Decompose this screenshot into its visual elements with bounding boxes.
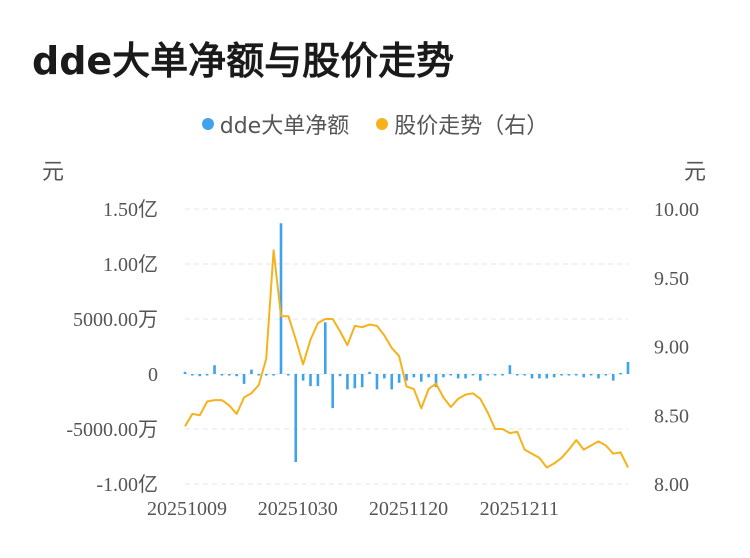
x-tick-label: 20251030 [258,498,338,520]
dde-bar [545,374,549,379]
dde-bar [427,374,430,378]
dde-bar [582,374,585,378]
dde-bar [501,374,504,376]
legend-item-price[interactable]: 股价走势（右） [376,108,548,140]
legend-dot-dde-icon [201,118,214,130]
y-left-tick-label: 0 [148,364,158,386]
dde-bar [405,374,408,381]
y-left-unit: 元 [42,160,65,185]
dde-bar [242,374,246,384]
legend-label-price: 股价走势（右） [394,114,549,139]
dde-bar [235,374,238,377]
y-right-unit: 元 [684,160,707,185]
dde-bar [390,374,394,390]
dde-bar [597,374,600,379]
x-tick-label: 20251211 [480,498,559,520]
dde-bar [257,374,261,376]
dde-bar [538,374,541,379]
y-right-tick-label: 8.50 [654,405,689,427]
dde-bar [523,374,526,376]
dde-bar [575,374,578,376]
dde-bar [530,374,534,379]
x-tick-label: 20251120 [369,498,448,520]
dde-bar [560,374,563,376]
y-right-tick-label: 8.00 [654,474,689,496]
dde-bar [205,374,209,376]
dde-bar [309,374,312,387]
dde-bar [375,374,379,390]
dde-bar [264,374,268,376]
price-line [184,249,629,469]
y-left-tick-label: 1.50亿 [103,198,158,221]
dde-bar [419,374,423,382]
dde-bar [346,374,349,390]
y-right-tick-label: 10.00 [654,199,699,221]
y-right-tick-label: 9.50 [654,268,689,290]
x-tick-label: 20251009 [147,498,227,520]
dde-bar [198,374,202,377]
dde-bar [412,374,416,378]
dde-bar [434,374,438,388]
legend-dot-price-icon [376,118,389,130]
dde-bar [464,374,467,379]
chart-title: dde大单净额与股价走势 [32,39,455,83]
dde-bar [515,374,519,376]
y-left-tick-label: -1.00亿 [96,473,158,496]
dde-bar [486,374,490,376]
dde-bar [323,322,327,374]
y-left-tick-label: 1.00亿 [103,253,158,276]
dde-bar [368,371,371,374]
y-left-tick-label: 5000.00万 [73,309,158,331]
dde-bar [611,374,615,381]
dde-bar [493,374,497,376]
dde-bar [250,369,253,374]
dde-bar [552,374,556,378]
legend-label-dde: dde大单净额 [219,114,350,139]
dde-bar [479,374,482,381]
dde-bar [567,374,571,376]
dde-bar [220,374,224,376]
dde-bar [316,374,320,387]
dde-bar [228,374,231,376]
dde-bar [442,374,445,378]
dde-bar [272,374,275,376]
dde-bar [456,374,460,379]
dde-bar [191,374,194,376]
dde-bar [213,365,216,374]
dde-bar [301,374,305,381]
dde-bar [360,374,364,388]
dde-bar [508,365,512,374]
dde-bar [619,372,622,375]
dde-bar [383,374,386,379]
dde-bar [183,371,187,374]
dde-bar [626,361,630,374]
legend: dde大单净额 股价走势（右） [0,108,750,140]
y-left-tick-label: -5000.00万 [66,419,158,441]
dde-bar [589,374,593,376]
dde-bar [338,374,342,377]
legend-item-dde[interactable]: dde大单净额 [201,108,350,140]
y-right-tick-label: 9.00 [654,337,689,359]
dde-bar [353,374,357,389]
dde-bar [279,223,283,374]
dde-bar [471,374,475,376]
dde-bar [604,374,608,376]
dde-bar [287,374,290,376]
dde-bar [294,374,298,462]
dde-bar [331,374,334,409]
dde-bar [397,374,401,383]
dde-bar [449,374,453,376]
